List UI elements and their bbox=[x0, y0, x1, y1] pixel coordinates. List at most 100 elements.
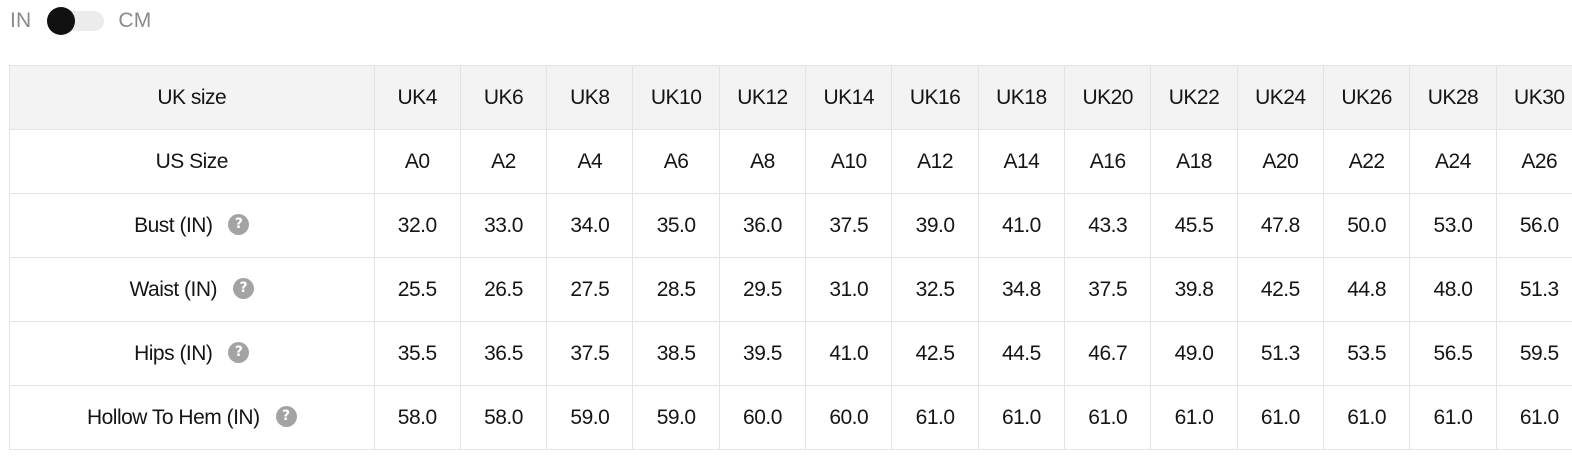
hips-cell: 39.5 bbox=[718, 321, 807, 386]
hollow-to-hem-cell: 61.0 bbox=[1236, 385, 1324, 450]
bust-row-label-cell: Bust (IN)? bbox=[9, 193, 375, 258]
waist-cell: 34.8 bbox=[977, 257, 1066, 322]
uk-size-header-label: UK size bbox=[9, 65, 375, 130]
us-size-cell: A22 bbox=[1322, 129, 1411, 194]
hollow-to-hem-cell: 59.0 bbox=[546, 385, 634, 450]
bust-cell: 35.0 bbox=[632, 193, 720, 258]
us-size-row-label-cell: US Size bbox=[9, 129, 375, 194]
uk-size-header-cell: UK12 bbox=[718, 65, 807, 130]
bust-cell: 37.5 bbox=[805, 193, 893, 258]
size-chart-scroll-container[interactable]: UK size UK4 UK6 UK8 UK10 UK12 UK14 UK16 UK18 UK2… bbox=[9, 65, 1572, 450]
us-size-cell: A26 bbox=[1495, 129, 1572, 194]
waist-cell: 29.5 bbox=[718, 257, 807, 322]
hollow-to-hem-cell: 60.0 bbox=[805, 385, 893, 450]
us-size-cell: A0 bbox=[373, 129, 461, 194]
bust-cell: 50.0 bbox=[1322, 193, 1411, 258]
waist-cell: 27.5 bbox=[546, 257, 634, 322]
us-size-cell: A4 bbox=[546, 129, 634, 194]
us-size-cell: A10 bbox=[805, 129, 893, 194]
unit-label-cm[interactable]: CM bbox=[118, 9, 152, 32]
uk-size-header-cell: UK8 bbox=[546, 65, 634, 130]
hollow-to-hem-cell: 61.0 bbox=[1409, 385, 1497, 450]
unit-switch-knob[interactable] bbox=[47, 7, 76, 35]
hollow-to-hem-cell: 61.0 bbox=[1064, 385, 1152, 450]
hips-cell: 37.5 bbox=[546, 321, 634, 386]
us-size-cell: A14 bbox=[977, 129, 1066, 194]
hips-cell: 59.5 bbox=[1495, 321, 1572, 386]
hips-cell: 56.5 bbox=[1409, 321, 1497, 386]
waist-cell: 26.5 bbox=[459, 257, 548, 322]
bust-cell: 39.0 bbox=[891, 193, 979, 258]
bust-cell: 47.8 bbox=[1236, 193, 1324, 258]
bust-cell: 34.0 bbox=[546, 193, 634, 258]
hips-cell: 53.5 bbox=[1322, 321, 1411, 386]
hollow-to-hem-row-label-cell: Hollow To Hem (IN)? bbox=[9, 385, 375, 450]
waist-cell: 32.5 bbox=[891, 257, 979, 322]
question-circle-icon[interactable]: ? bbox=[275, 406, 297, 428]
us-size-cell: A16 bbox=[1064, 129, 1152, 194]
uk-size-header-row: UK size UK4 UK6 UK8 UK10 UK12 UK14 UK16 UK18 UK2… bbox=[9, 65, 1572, 130]
hollow-to-hem-row: Hollow To Hem (IN)? 58.0 58.0 59.0 59.0 60.0 6… bbox=[9, 385, 1572, 450]
hollow-to-hem-cell: 61.0 bbox=[977, 385, 1066, 450]
hips-cell: 42.5 bbox=[891, 321, 979, 386]
us-size-cell: A12 bbox=[891, 129, 979, 194]
waist-row-label-cell: Waist (IN)? bbox=[9, 257, 375, 322]
hollow-to-hem-row-label: Hollow To Hem (IN) bbox=[86, 405, 260, 429]
waist-cell: 48.0 bbox=[1409, 257, 1497, 322]
hips-cell: 46.7 bbox=[1064, 321, 1152, 386]
waist-cell: 42.5 bbox=[1236, 257, 1324, 322]
uk-size-header-cell: UK6 bbox=[459, 65, 548, 130]
waist-cell: 25.5 bbox=[373, 257, 461, 322]
hips-cell: 49.0 bbox=[1150, 321, 1238, 386]
hips-cell: 41.0 bbox=[805, 321, 893, 386]
uk-size-header-cell: UK14 bbox=[805, 65, 893, 130]
uk-size-header-cell: UK18 bbox=[977, 65, 1066, 130]
waist-cell: 51.3 bbox=[1495, 257, 1572, 322]
unit-label-in[interactable]: IN bbox=[10, 9, 32, 32]
hips-cell: 35.5 bbox=[373, 321, 461, 386]
uk-size-header-cell: UK26 bbox=[1322, 65, 1411, 130]
uk-size-header-cell: UK24 bbox=[1236, 65, 1324, 130]
bust-cell: 43.3 bbox=[1064, 193, 1152, 258]
unit-switch[interactable] bbox=[47, 7, 105, 35]
hollow-to-hem-cell: 58.0 bbox=[373, 385, 461, 450]
question-circle-icon[interactable]: ? bbox=[228, 342, 250, 364]
bust-cell: 33.0 bbox=[459, 193, 548, 258]
hips-row: Hips (IN)? 35.5 36.5 37.5 38.5 39.5 41.0 42.5 44… bbox=[9, 321, 1572, 386]
hollow-to-hem-cell: 61.0 bbox=[1322, 385, 1411, 450]
uk-size-header-cell: UK20 bbox=[1064, 65, 1152, 130]
us-size-cell: A20 bbox=[1236, 129, 1324, 194]
waist-cell: 39.8 bbox=[1150, 257, 1238, 322]
hollow-to-hem-cell: 61.0 bbox=[891, 385, 979, 450]
uk-size-header-cell: UK22 bbox=[1150, 65, 1238, 130]
question-circle-icon[interactable]: ? bbox=[233, 278, 255, 300]
waist-cell: 44.8 bbox=[1322, 257, 1411, 322]
hollow-to-hem-cell: 61.0 bbox=[1150, 385, 1238, 450]
size-chart-body: UK size UK4 UK6 UK8 UK10 UK12 UK14 UK16 UK18 UK2… bbox=[9, 65, 1572, 450]
uk-size-header-cell: UK4 bbox=[373, 65, 461, 130]
us-size-cell: A2 bbox=[459, 129, 548, 194]
waist-cell: 37.5 bbox=[1064, 257, 1152, 322]
waist-row: Waist (IN)? 25.5 26.5 27.5 28.5 29.5 31.0 32.5 3… bbox=[9, 257, 1572, 322]
hips-cell: 51.3 bbox=[1236, 321, 1324, 386]
question-circle-icon[interactable]: ? bbox=[228, 214, 250, 236]
waist-row-label: Waist (IN) bbox=[129, 277, 218, 301]
bust-cell: 36.0 bbox=[718, 193, 807, 258]
us-size-cell: A24 bbox=[1409, 129, 1497, 194]
us-size-cell: A6 bbox=[632, 129, 720, 194]
hollow-to-hem-cell: 60.0 bbox=[718, 385, 807, 450]
bust-row-label: Bust (IN) bbox=[134, 213, 213, 237]
hips-row-label-cell: Hips (IN)? bbox=[9, 321, 375, 386]
bust-cell: 32.0 bbox=[373, 193, 461, 258]
waist-cell: 31.0 bbox=[805, 257, 893, 322]
hips-cell: 38.5 bbox=[632, 321, 720, 386]
hollow-to-hem-cell: 59.0 bbox=[632, 385, 720, 450]
unit-toggle: IN CM bbox=[10, 7, 152, 35]
us-size-row: US Size A0 A2 A4 A6 A8 A10 A12 A14 A16 A18 A20 A22 A2… bbox=[9, 129, 1572, 194]
bust-cell: 56.0 bbox=[1495, 193, 1572, 258]
uk-size-header-cell: UK28 bbox=[1409, 65, 1497, 130]
uk-size-header-cell: UK10 bbox=[632, 65, 720, 130]
hips-cell: 44.5 bbox=[977, 321, 1066, 386]
hips-cell: 36.5 bbox=[459, 321, 548, 386]
bust-cell: 45.5 bbox=[1150, 193, 1238, 258]
